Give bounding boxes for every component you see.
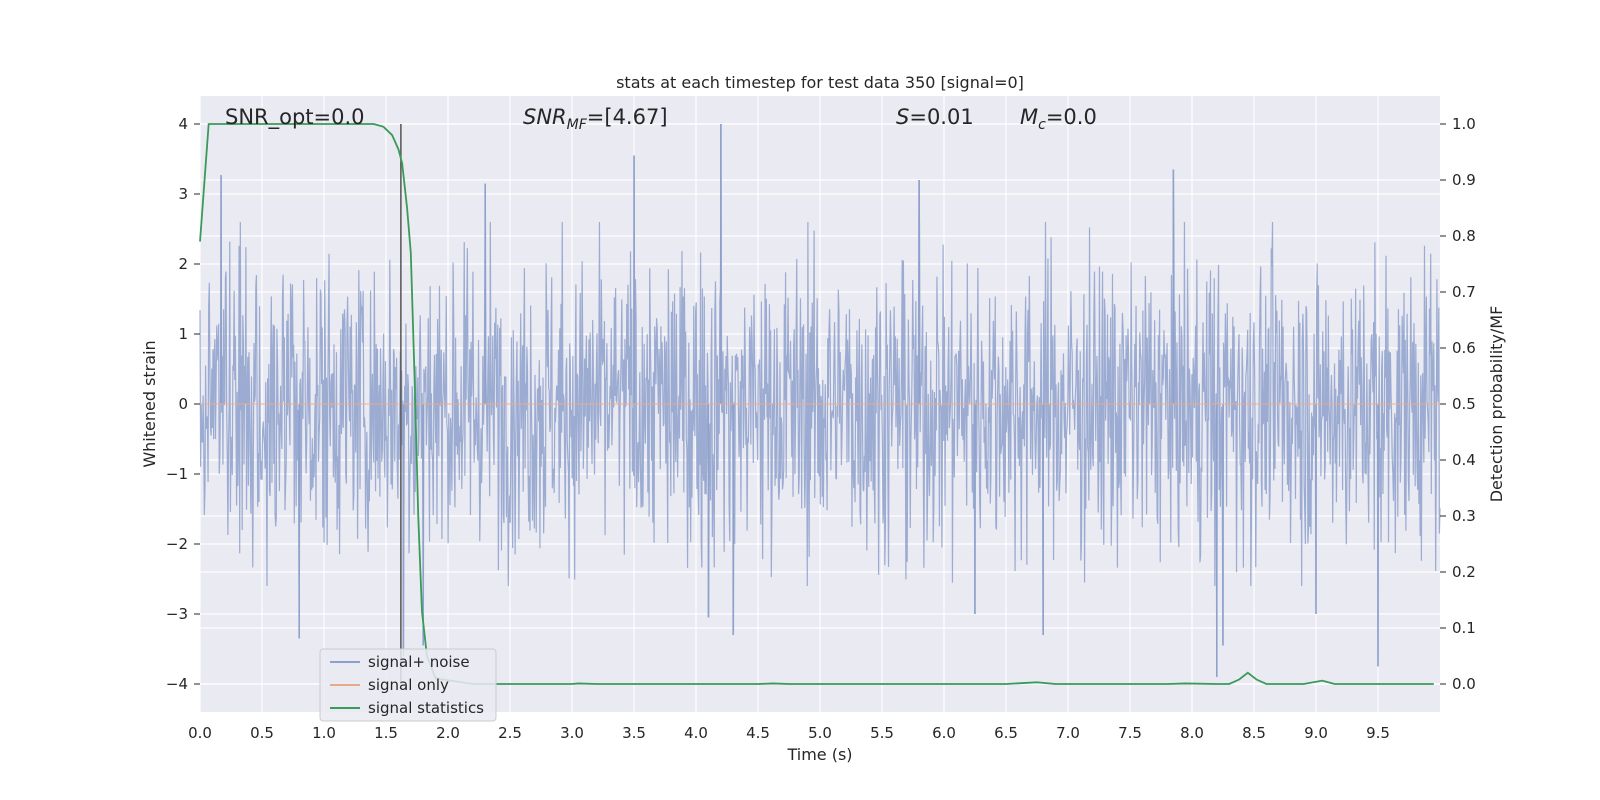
- y2-tick-label: 0.2: [1452, 563, 1476, 581]
- x-tick-label: 2.0: [436, 724, 460, 742]
- x-tick-label: 2.5: [498, 724, 522, 742]
- x-tick-label: 5.5: [870, 724, 894, 742]
- x-tick-label: 7.5: [1118, 724, 1142, 742]
- noise-trace: [199, 123, 1441, 678]
- y2-tick-label: 0.6: [1452, 339, 1476, 357]
- y2-tick-label: 0.8: [1452, 227, 1476, 245]
- legend-label-signal-only: signal only: [368, 676, 449, 694]
- mc-value: =0.0: [1046, 105, 1097, 129]
- y2-tick-label: 0.9: [1452, 171, 1476, 189]
- y2-tick-label: 0.3: [1452, 507, 1476, 525]
- y-tick-label: −4: [166, 675, 188, 693]
- snr-mf-sub: MF: [567, 117, 588, 133]
- y-tick-label: −2: [166, 535, 188, 553]
- series-signal-noise: [199, 123, 1441, 678]
- y2-tick-label: 0.5: [1452, 395, 1476, 413]
- x-axis-label: Time (s): [786, 745, 852, 764]
- mc-annotation: Mc=0.0: [1020, 105, 1097, 133]
- y-tick-label: 3: [178, 185, 188, 203]
- y-tick-label: −1: [166, 465, 188, 483]
- x-tick-label: 9.0: [1304, 724, 1328, 742]
- x-tick-label: 0.0: [188, 724, 212, 742]
- legend-label-signal-noise: signal+ noise: [368, 653, 470, 671]
- x-tick-label: 8.0: [1180, 724, 1204, 742]
- y-tick-label: −3: [166, 605, 188, 623]
- x-tick-label: 9.5: [1366, 724, 1390, 742]
- x-tick-label: 6.5: [994, 724, 1018, 742]
- s-value: =0.01: [909, 105, 973, 129]
- series-signal-statistics: [199, 123, 1434, 685]
- mc-main: M: [1020, 105, 1038, 129]
- legend: signal+ noise signal only signal statist…: [319, 648, 497, 722]
- mc-sub: c: [1038, 117, 1046, 133]
- x-tick-label: 6.0: [932, 724, 956, 742]
- x-tick-label: 1.0: [312, 724, 336, 742]
- y2-tick-label: 0.1: [1452, 619, 1476, 637]
- snr-mf-value: =[4.67]: [587, 105, 668, 129]
- y2-tick-label: 1.0: [1452, 115, 1476, 133]
- y-tick-label: 1: [178, 325, 188, 343]
- y2-axis-ticks: 0.0 0.1 0.2 0.3 0.4 0.5 0.6 0.7 0.8 0.9 1.0: [1440, 115, 1476, 693]
- y2-tick-label: 0.4: [1452, 451, 1476, 469]
- legend-label-signal-statistics: signal statistics: [368, 699, 484, 717]
- x-tick-label: 3.5: [622, 724, 646, 742]
- y-tick-label: 2: [178, 255, 188, 273]
- x-tick-label: 8.5: [1242, 724, 1266, 742]
- y2-tick-label: 0.7: [1452, 283, 1476, 301]
- s-main: S: [896, 105, 909, 129]
- chart-title: stats at each timestep for test data 350…: [616, 73, 1024, 92]
- x-tick-label: 3.0: [560, 724, 584, 742]
- snr-mf-main: SNR: [523, 105, 567, 129]
- y2-tick-label: 0.0: [1452, 675, 1476, 693]
- x-tick-label: 4.0: [684, 724, 708, 742]
- x-tick-label: 4.5: [746, 724, 770, 742]
- y-axis-ticks: −4 −3 −2 −1 0 1 2 3 4: [166, 115, 200, 693]
- x-tick-label: 5.0: [808, 724, 832, 742]
- x-tick-label: 7.0: [1056, 724, 1080, 742]
- snr-mf-annotation: SNRMF=[4.67]: [523, 105, 668, 133]
- x-tick-label: 0.5: [250, 724, 274, 742]
- y-tick-label: 0: [178, 395, 188, 413]
- x-tick-label: 1.5: [374, 724, 398, 742]
- y-tick-label: 4: [178, 115, 188, 133]
- y-axis-label: Whitened strain: [140, 340, 159, 467]
- y2-axis-label: Detection probability/MF: [1487, 306, 1506, 503]
- snr-opt-annotation: SNR_opt=0.0: [225, 105, 365, 130]
- x-axis-ticks: 0.0 0.5 1.0 1.5 2.0 2.5 3.0 3.5 4.0 4.5 5.0 5.5 6.0 6…: [188, 724, 1390, 742]
- legend-box: [319, 648, 497, 722]
- s-annotation: S=0.01: [896, 105, 974, 129]
